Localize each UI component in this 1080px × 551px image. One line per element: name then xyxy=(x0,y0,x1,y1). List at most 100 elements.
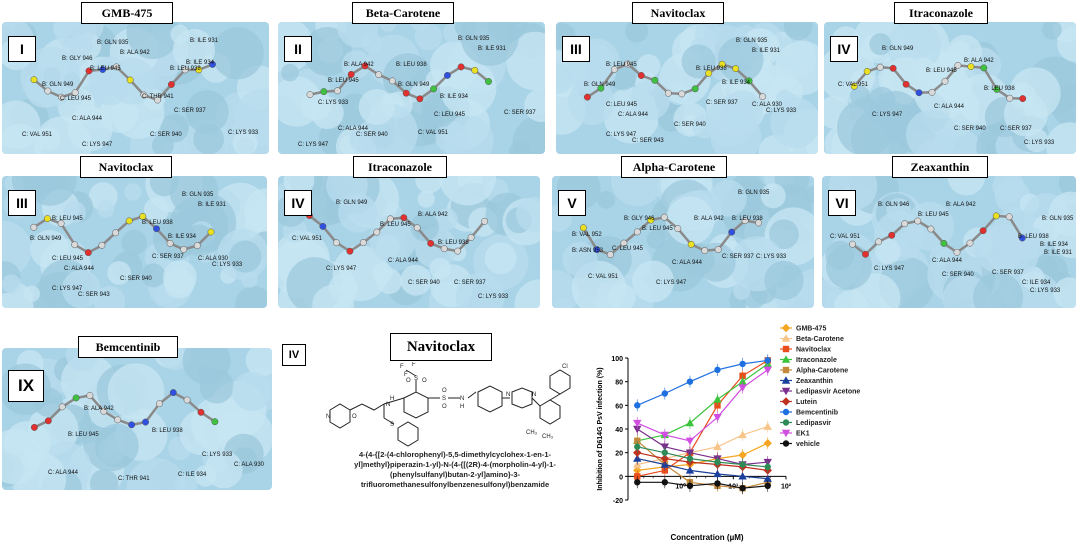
legend-marker xyxy=(782,345,790,353)
protein-surface xyxy=(824,22,1076,154)
y-tick-label: -20 xyxy=(613,498,623,505)
ligand-atom xyxy=(471,66,479,74)
residue-label: C: SER 940 xyxy=(150,132,182,138)
ligand-atom xyxy=(400,214,408,222)
surface-blob xyxy=(1048,191,1076,237)
surface-blob xyxy=(625,22,649,43)
residue-label: B: ALA 942 xyxy=(344,62,374,68)
atom-o4: O xyxy=(442,404,447,410)
ligand-atom xyxy=(413,224,421,232)
surface-blob xyxy=(906,109,957,154)
surface-blob xyxy=(302,27,352,76)
residue-label: C: LYS 947 xyxy=(656,280,687,286)
ligand-atom xyxy=(375,71,383,79)
ligand-atom xyxy=(485,78,492,85)
surface-blob xyxy=(717,36,764,83)
y-tick-label: 100 xyxy=(611,356,623,363)
surface-blob xyxy=(211,27,264,80)
panel-bemcentinib: B: ALA 942 B: LEU 945 B: LEU 938 C: LYS 933… xyxy=(2,336,272,490)
surface-blob xyxy=(992,176,1025,203)
ligand-atom xyxy=(346,247,354,255)
ligand-atom xyxy=(332,239,340,247)
data-point xyxy=(763,474,772,482)
data-point xyxy=(634,479,641,486)
data-point xyxy=(686,482,694,489)
residue-label: C: LEU 945 xyxy=(612,246,644,252)
residue-label: B: LEU 945 xyxy=(642,226,673,232)
residue-label: C: ALA 930 xyxy=(198,256,229,262)
panel-title: Bemcentinib xyxy=(78,336,178,358)
residue-label: C: SER 937 xyxy=(152,254,184,260)
residue-label: C: ALA 944 xyxy=(48,470,79,476)
ligand-atom xyxy=(940,239,948,247)
ligand-atom xyxy=(647,216,655,224)
surface-blob xyxy=(358,89,395,125)
surface-blob xyxy=(438,176,497,206)
panel-navitoclax-mid: B: GLN 935 B: ILE 931 B: LEU 945 B: LEU 938… xyxy=(2,156,267,308)
structure-title: Navitoclax xyxy=(390,333,492,361)
surface-blob xyxy=(311,96,344,130)
surface-blob xyxy=(198,365,216,383)
ligand-atom xyxy=(901,220,909,228)
ligand-atom xyxy=(914,217,922,225)
surface-svg xyxy=(822,176,1076,308)
residue-label: B: ILE 934 xyxy=(722,80,751,86)
ligand-atom xyxy=(941,77,949,85)
atom-o3: O xyxy=(442,388,447,394)
atom-n-pip2: N xyxy=(532,392,536,398)
ligand-atom xyxy=(928,88,936,96)
ligand-atom xyxy=(633,228,641,236)
residue-label: B: LEU 938 xyxy=(396,62,427,68)
ligand-atom xyxy=(980,64,988,72)
legend-marker xyxy=(781,323,791,333)
surface-blob xyxy=(973,272,1024,308)
ligand-atom xyxy=(440,245,448,253)
residue-label: C: SER 940 xyxy=(942,272,974,278)
atom-s1: S xyxy=(414,376,418,382)
data-point xyxy=(763,422,772,430)
surface-blob xyxy=(97,200,115,218)
surface-blob xyxy=(705,97,755,147)
residue-label: B: VAL 952 xyxy=(572,232,602,238)
surface-blob xyxy=(455,272,505,308)
data-point xyxy=(713,442,722,450)
surface-blob xyxy=(245,348,272,377)
surface-blob xyxy=(23,285,40,302)
residue-label: C: SER 940 xyxy=(674,122,706,128)
atom-h1: H xyxy=(390,396,394,402)
surface-blob xyxy=(2,429,42,485)
surface-blob xyxy=(337,22,379,48)
surface-blob xyxy=(783,22,813,41)
surface-blob xyxy=(143,197,169,223)
ligand-atom xyxy=(597,84,605,92)
panel-title: Navitoclax xyxy=(632,2,724,24)
panel-number: III xyxy=(562,36,590,62)
data-point xyxy=(685,466,695,474)
data-point xyxy=(739,461,746,468)
legend-label: vehicle xyxy=(796,441,820,448)
surface-blob xyxy=(332,245,389,302)
ligand-atom xyxy=(678,90,686,98)
residue-label: B: LEU 938 xyxy=(438,240,469,246)
residue-label: C: SER 940 xyxy=(408,280,440,286)
surface-blob xyxy=(913,61,972,120)
residue-label: C: SER 937 xyxy=(722,254,754,260)
surface-blob xyxy=(509,140,531,154)
residue-label: C: LYS 933 xyxy=(1024,140,1055,146)
ligand-atom xyxy=(402,89,410,97)
residue-label: B: LEU 945 xyxy=(380,222,411,228)
atom-f3: F xyxy=(404,372,408,378)
ligand-atom xyxy=(579,224,587,232)
residue-label: C: ALA 930 xyxy=(752,102,783,108)
atom-s2: S xyxy=(442,396,446,402)
surface-blob xyxy=(410,212,439,242)
residue-label: C: LYS 933 xyxy=(766,108,797,114)
ligand-atom xyxy=(875,238,883,246)
ligand-atom xyxy=(687,240,695,248)
legend-marker xyxy=(782,419,790,426)
residue-label: B: ILE 934 xyxy=(440,94,469,100)
residue-label: C: SER 937 xyxy=(992,270,1024,276)
panel-title: Zeaxanthin xyxy=(892,156,988,178)
panel-number: IV xyxy=(284,190,312,216)
